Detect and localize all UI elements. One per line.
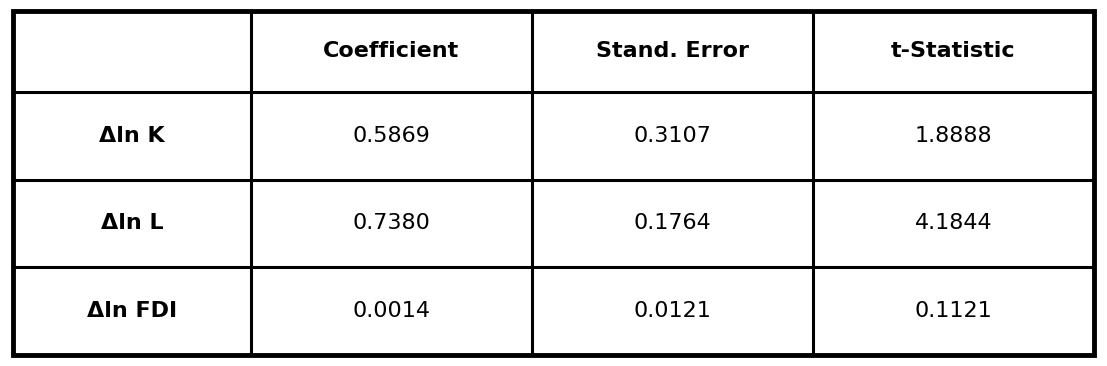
Text: 0.1764: 0.1764 — [633, 213, 711, 234]
Text: Δln L: Δln L — [101, 213, 164, 234]
Text: Δln FDI: Δln FDI — [87, 301, 177, 321]
Text: 0.5869: 0.5869 — [352, 126, 431, 146]
Text: Coefficient: Coefficient — [323, 41, 459, 61]
Text: Stand. Error: Stand. Error — [596, 41, 748, 61]
Text: t-Statistic: t-Statistic — [891, 41, 1015, 61]
Text: 4.1844: 4.1844 — [914, 213, 992, 234]
Text: 0.0014: 0.0014 — [352, 301, 431, 321]
Text: 0.1121: 0.1121 — [914, 301, 992, 321]
Text: 0.0121: 0.0121 — [633, 301, 712, 321]
Text: Δln K: Δln K — [100, 126, 165, 146]
Text: 1.8888: 1.8888 — [914, 126, 992, 146]
Text: 0.3107: 0.3107 — [633, 126, 712, 146]
Text: 0.7380: 0.7380 — [352, 213, 431, 234]
